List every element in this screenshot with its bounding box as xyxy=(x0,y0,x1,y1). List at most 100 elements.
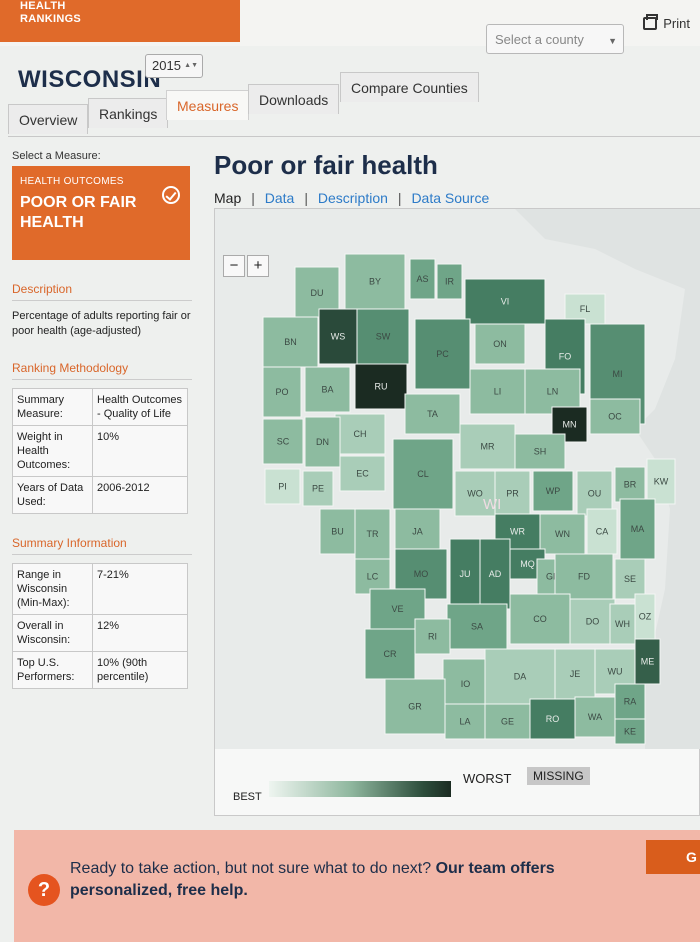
table-cell: 10% xyxy=(92,425,188,477)
county-la[interactable] xyxy=(444,703,486,740)
county-ws[interactable] xyxy=(318,308,358,365)
state-title: WISCONSIN xyxy=(18,66,162,93)
county-ge[interactable] xyxy=(484,703,531,740)
county-map[interactable]: DU BY AS IR VI FL BN WS SW PC ON FO MI PO BA RU LI LN TA MN… xyxy=(215,209,700,749)
methodology-table: Summary Measure: Health Outcomes - Quali… xyxy=(12,388,188,514)
county-label: SH xyxy=(534,447,547,457)
get-help-button[interactable]: G xyxy=(646,840,700,874)
county-ad[interactable] xyxy=(479,538,511,610)
county-by[interactable] xyxy=(344,253,406,310)
wisconsin-map-svg[interactable]: DU BY AS IR VI FL BN WS SW PC ON FO MI PO BA RU LI LN TA MN… xyxy=(215,209,700,749)
county-wo[interactable] xyxy=(454,470,496,517)
county-ra[interactable] xyxy=(614,683,646,720)
county-br[interactable] xyxy=(614,466,646,503)
print-button[interactable]: Print xyxy=(643,14,690,31)
tab-bar: Overview Rankings Measures Downloads Com… xyxy=(8,72,488,136)
county-oc[interactable] xyxy=(589,398,641,435)
county-pe[interactable] xyxy=(302,470,334,507)
county-label: WR xyxy=(510,527,525,537)
tab-compare-counties[interactable]: Compare Counties xyxy=(340,72,479,102)
county-label: DU xyxy=(311,288,324,298)
county-label: JE xyxy=(570,669,581,679)
view-description-link[interactable]: Description xyxy=(317,190,388,206)
county-je[interactable] xyxy=(554,648,596,700)
county-on[interactable] xyxy=(474,323,526,365)
county-pi[interactable] xyxy=(264,468,301,505)
county-label: BR xyxy=(624,480,637,490)
chevron-circle-icon[interactable] xyxy=(162,186,180,204)
brand-logo[interactable]: HEALTH RANKINGS xyxy=(0,0,240,42)
county-ri[interactable] xyxy=(414,618,451,655)
county-ba[interactable] xyxy=(304,366,351,413)
county-label: BU xyxy=(331,527,344,537)
county-kw[interactable] xyxy=(646,458,676,505)
county-label: OC xyxy=(608,412,622,422)
county-ja[interactable] xyxy=(394,508,441,555)
county-me[interactable] xyxy=(634,638,661,685)
county-select[interactable]: Select a county ▼ xyxy=(486,24,624,54)
county-do[interactable] xyxy=(569,598,616,645)
county-ir[interactable] xyxy=(436,263,463,300)
county-se[interactable] xyxy=(614,558,646,600)
county-gr[interactable] xyxy=(384,678,446,735)
county-as[interactable] xyxy=(409,258,436,300)
county-ec[interactable] xyxy=(339,455,386,492)
chevron-down-icon: ▼ xyxy=(608,36,617,46)
county-label: WN xyxy=(555,529,570,539)
county-co[interactable] xyxy=(509,593,571,645)
county-label: MN xyxy=(563,420,577,430)
view-switcher: Map | Data | Description | Data Source xyxy=(214,190,493,206)
county-ru[interactable] xyxy=(354,363,408,410)
county-label: GE xyxy=(501,717,514,727)
measure-sidebar: Select a Measure: HEALTH OUTCOMES POOR O… xyxy=(12,150,192,689)
county-wa[interactable] xyxy=(574,696,616,738)
county-pr[interactable] xyxy=(494,470,531,517)
county-ke[interactable] xyxy=(614,718,646,745)
view-map-link[interactable]: Map xyxy=(214,190,242,206)
county-ch[interactable] xyxy=(334,413,386,455)
county-wn[interactable] xyxy=(539,513,586,555)
zoom-out-button[interactable]: − xyxy=(223,255,245,277)
measure-category: HEALTH OUTCOMES xyxy=(20,176,124,187)
print-label: Print xyxy=(663,16,690,31)
table-row: Range in Wisconsin (Min-Max): 7-21% xyxy=(12,563,188,615)
measure-selector[interactable]: HEALTH OUTCOMES POOR OR FAIR HEALTH xyxy=(12,166,190,260)
county-lc[interactable] xyxy=(354,558,391,595)
county-sa[interactable] xyxy=(446,603,508,650)
county-ca[interactable] xyxy=(586,508,618,555)
county-sc[interactable] xyxy=(262,418,304,465)
tab-rankings[interactable]: Rankings xyxy=(88,98,169,128)
county-label: KE xyxy=(624,727,636,737)
county-wp[interactable] xyxy=(532,470,574,512)
tab-measures[interactable]: Measures xyxy=(166,90,250,120)
county-label: LN xyxy=(547,387,559,397)
table-row: Summary Measure: Health Outcomes - Quali… xyxy=(12,388,188,426)
zoom-in-button[interactable]: + xyxy=(247,255,269,277)
view-source-link[interactable]: Data Source xyxy=(411,190,490,206)
county-label: SW xyxy=(376,332,391,342)
county-tr[interactable] xyxy=(354,508,391,560)
tab-downloads[interactable]: Downloads xyxy=(248,84,340,114)
year-select[interactable]: 2015 ▲▼ xyxy=(145,54,203,78)
county-pc[interactable] xyxy=(414,318,471,390)
county-ro[interactable] xyxy=(529,698,576,740)
tab-overview[interactable]: Overview xyxy=(8,104,89,134)
county-cr[interactable] xyxy=(364,628,416,680)
help-banner: ? Ready to take action, but not sure wha… xyxy=(14,830,700,942)
county-bn[interactable] xyxy=(262,316,319,368)
county-li[interactable] xyxy=(469,368,526,415)
county-label: LC xyxy=(367,572,379,582)
view-data-link[interactable]: Data xyxy=(264,190,295,206)
county-dn[interactable] xyxy=(304,416,341,468)
county-po[interactable] xyxy=(262,366,302,418)
county-ma[interactable] xyxy=(619,498,656,560)
county-ta[interactable] xyxy=(404,393,461,435)
county-ju[interactable] xyxy=(449,538,481,610)
county-bu[interactable] xyxy=(319,508,356,555)
county-wh[interactable] xyxy=(609,603,636,645)
page-title: Poor or fair health xyxy=(214,150,438,180)
county-sh[interactable] xyxy=(514,433,566,470)
county-mr[interactable] xyxy=(459,423,516,470)
county-io[interactable] xyxy=(442,658,489,710)
county-label: WH xyxy=(615,619,630,629)
